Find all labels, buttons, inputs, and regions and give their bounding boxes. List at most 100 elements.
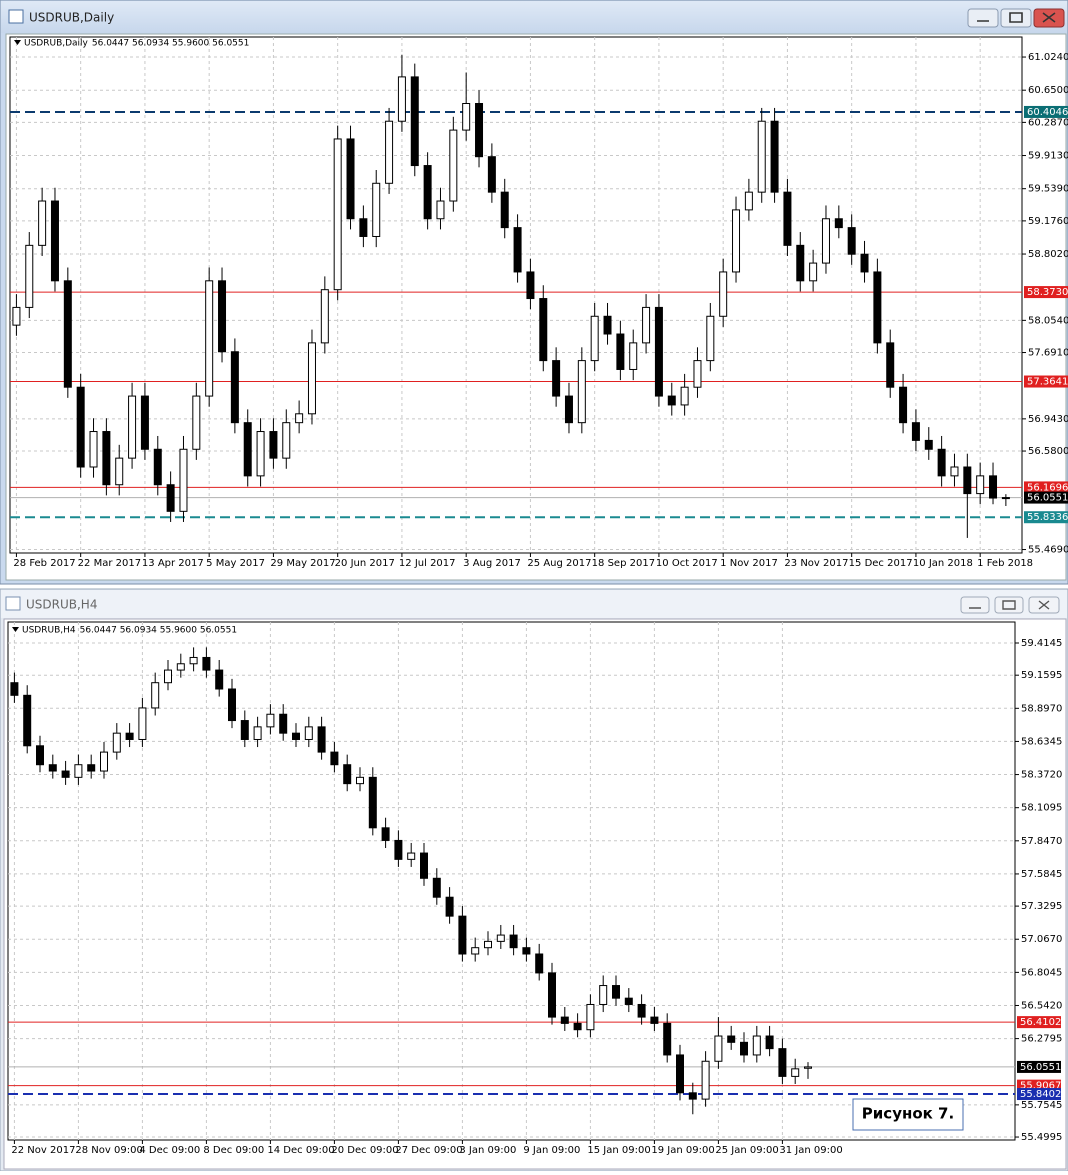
candle-body <box>847 227 856 255</box>
x-tick-label: 25 Aug 2017 <box>527 558 591 569</box>
x-tick-label: 20 Jun 2017 <box>335 558 395 569</box>
candle-body <box>140 395 149 450</box>
y-tick-label: 58.0540 <box>1028 315 1068 326</box>
price-badge <box>1017 1016 1061 1029</box>
y-tick-label: 56.9430 <box>1028 414 1068 425</box>
candle-body <box>573 1022 582 1031</box>
candle-body <box>976 475 985 495</box>
x-tick-label: 22 Nov 2017 <box>11 1145 75 1156</box>
window-title: USDRUB,Daily <box>29 11 114 25</box>
candle-body <box>410 76 419 167</box>
candle-body <box>295 413 304 424</box>
candle-body <box>899 386 908 424</box>
y-tick-label: 59.1760 <box>1028 216 1068 227</box>
y-tick-label: 57.6910 <box>1028 348 1068 359</box>
candle-body <box>624 997 633 1005</box>
minimize-button[interactable] <box>960 596 990 614</box>
y-tick-label: 57.3295 <box>1021 901 1062 912</box>
price-badge <box>1017 1088 1061 1101</box>
maximize-button[interactable] <box>1000 8 1032 28</box>
dropdown-arrow <box>12 627 19 632</box>
candle-body <box>100 751 108 772</box>
candle-body <box>420 852 428 879</box>
x-tick-label: 12 Jul 2017 <box>399 558 456 569</box>
y-tick-label: 57.5845 <box>1021 869 1062 880</box>
y-tick-label: 61.0240 <box>1028 52 1068 63</box>
symbol-label: USDRUB,H4 <box>22 626 76 636</box>
candle-body <box>809 262 818 282</box>
candle-body <box>535 953 544 974</box>
price-badge <box>1024 481 1068 494</box>
candle-body <box>74 764 83 778</box>
y-tick-label: 55.4690 <box>1028 545 1068 556</box>
price-badge-label: 56.0551 <box>1027 493 1068 504</box>
x-tick-label: 13 Apr 2017 <box>142 558 204 569</box>
candle-body <box>153 448 162 486</box>
candle-body <box>320 289 329 344</box>
candle-body <box>63 280 72 388</box>
y-tick-label: 55.4995 <box>1021 1132 1062 1143</box>
candle-body <box>509 934 518 949</box>
ohlc-label: 56.0447 56.0934 55.9600 56.0551 <box>80 626 237 636</box>
title-bar <box>1 590 1067 618</box>
candle-body <box>654 306 663 397</box>
candle-body <box>151 682 160 709</box>
plot-border <box>7 621 1016 1141</box>
candle-body <box>616 333 625 370</box>
candle-body <box>381 827 390 841</box>
candle-body <box>38 200 47 246</box>
candle-body <box>804 1066 812 1069</box>
candle-body <box>423 165 432 220</box>
plot-border <box>9 36 1023 554</box>
x-tick-label: 3 Aug 2017 <box>463 558 521 569</box>
candle-body <box>548 972 556 1018</box>
x-tick-label: 18 Sep 2017 <box>592 558 655 569</box>
candle-body <box>740 1041 748 1056</box>
candle-body <box>590 315 599 362</box>
candle-body <box>253 726 262 740</box>
x-tick-label: 8 Dec 09:00 <box>203 1145 264 1156</box>
candle-body <box>394 839 403 860</box>
candle-body <box>676 1054 684 1094</box>
minimize-button[interactable] <box>967 8 999 28</box>
price-badge-label: 56.1696 <box>1027 482 1068 493</box>
candle-body <box>612 985 620 999</box>
price-badge-label: 55.8336 <box>1027 512 1068 523</box>
y-tick-label: 56.8045 <box>1021 967 1062 978</box>
candle-body <box>989 475 998 499</box>
candle-body <box>727 1035 736 1043</box>
x-tick-label: 19 Jan 09:00 <box>651 1145 714 1156</box>
candle-body <box>526 271 535 300</box>
window-icon <box>8 9 24 24</box>
candle-body <box>202 656 211 671</box>
candle-body <box>560 1016 569 1024</box>
price-badge <box>1024 286 1068 299</box>
candle-body <box>12 306 21 326</box>
x-tick-label: 10 Jan 2018 <box>913 558 973 569</box>
x-tick-label: 10 Oct 2017 <box>656 558 718 569</box>
candle-body <box>462 102 471 131</box>
candle-body <box>513 227 522 273</box>
x-tick-label: 31 Jan 09:00 <box>779 1145 842 1156</box>
maximize-button[interactable] <box>994 596 1024 614</box>
candle-body <box>911 422 920 441</box>
candle-body <box>330 751 339 766</box>
candle-body <box>757 120 766 193</box>
candle-body <box>218 280 227 353</box>
x-tick-label: 9 Jan 09:00 <box>523 1145 580 1156</box>
candle-body <box>346 138 355 220</box>
annotation-box <box>852 1098 964 1131</box>
candle-body <box>372 182 381 237</box>
candle-body <box>256 431 265 477</box>
candle-body <box>701 1060 710 1100</box>
candle-body <box>783 191 792 246</box>
y-tick-label: 60.6500 <box>1028 85 1068 96</box>
candle-body <box>228 688 236 722</box>
x-tick-label: 25 Jan 09:00 <box>715 1145 778 1156</box>
x-tick-label: 15 Jan 09:00 <box>587 1145 650 1156</box>
candle-body <box>834 218 843 229</box>
candle-body <box>102 431 111 486</box>
candle-body <box>432 877 441 898</box>
candle-body <box>368 776 377 829</box>
y-tick-label: 56.5800 <box>1028 446 1068 457</box>
